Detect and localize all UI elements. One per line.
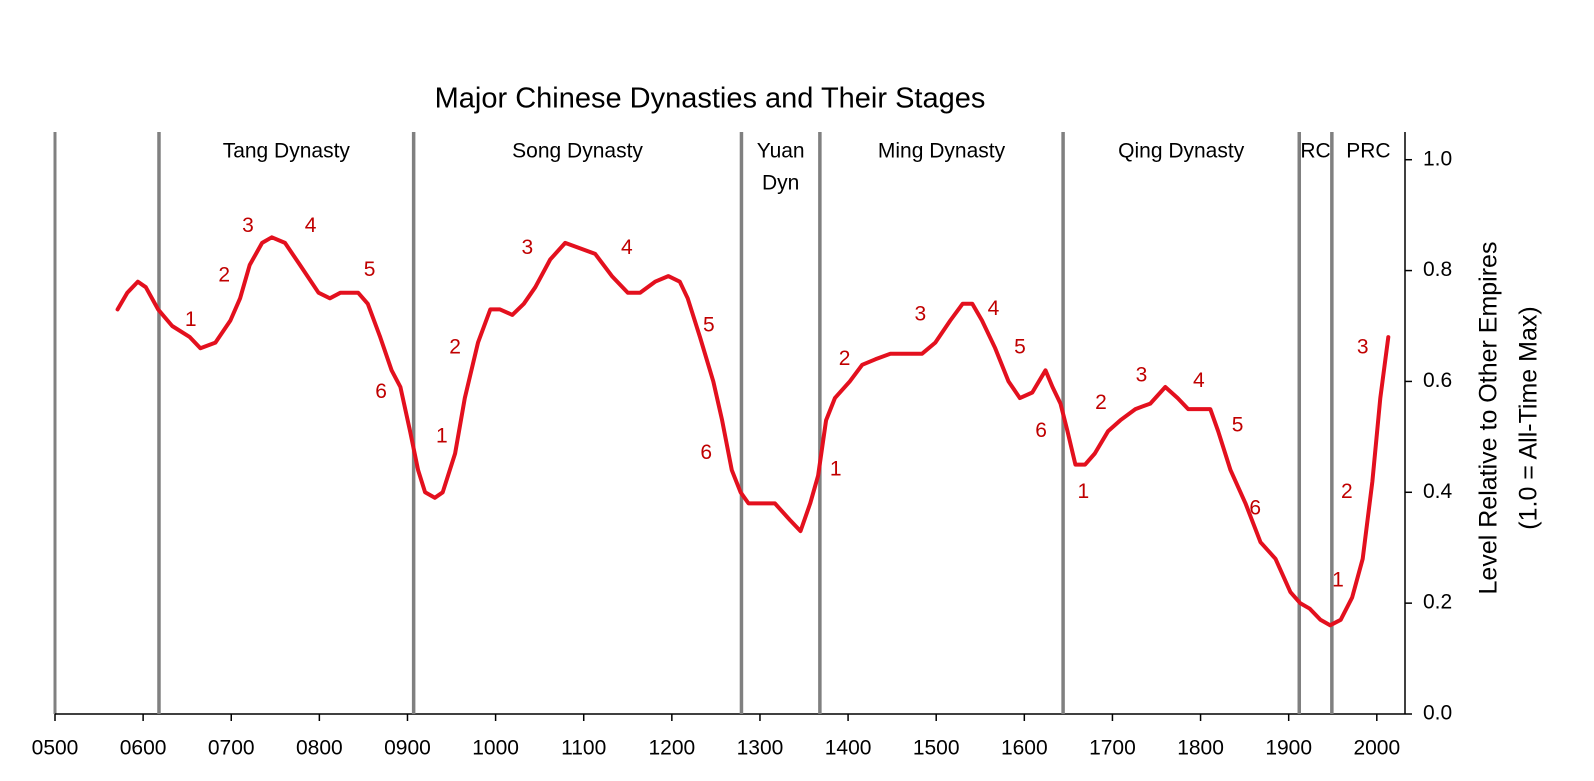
stage-label: 3 [914,302,926,325]
y-axis-label: Level Relative to Other Empires [1475,242,1503,595]
stage-label: 2 [1095,391,1107,414]
x-tick-label: 1700 [1089,737,1136,760]
y-axis-label: (1.0 = All-Time Max) [1515,306,1543,529]
x-tick-label: 0500 [32,737,79,760]
stage-label: 1 [436,424,448,447]
y-tick-label: 0.6 [1423,369,1452,392]
x-tick-label: 0600 [120,737,167,760]
stage-label: 3 [1136,363,1148,386]
x-tick-label: 1100 [561,737,606,760]
dynasty-label: Qing Dynasty [1118,140,1245,163]
dynasty-label: Ming Dynasty [878,140,1006,163]
dynasty-label: Yuan [757,140,805,163]
x-tick-label: 1300 [737,737,784,760]
y-tick-label: 0.8 [1423,258,1452,281]
x-tick-label: 1200 [648,737,695,760]
x-tick-label: 0800 [296,737,343,760]
stage-label: 2 [218,264,230,287]
stage-label: 1 [185,308,197,331]
stage-label: 6 [700,441,712,464]
y-tick-label: 0.4 [1423,480,1453,503]
y-tick-label: 1.0 [1423,147,1452,170]
stage-label: 3 [521,236,533,259]
dynasty-label: Song Dynasty [512,140,643,163]
dynasty-label: Tang Dynasty [223,140,351,163]
stage-label: 1 [1332,569,1344,592]
x-tick-label: 1400 [825,737,872,760]
stage-label: 4 [305,214,317,237]
stage-label: 3 [242,214,254,237]
x-tick-label: 1600 [1001,737,1048,760]
stage-label: 2 [1341,480,1353,503]
x-tick-label: 1500 [913,737,960,760]
stage-label: 3 [1357,336,1369,359]
stage-label: 5 [364,258,376,281]
data-line [115,235,1391,628]
stage-label: 5 [703,314,715,337]
stage-label: 4 [621,236,633,259]
x-tick-label: 2000 [1353,737,1400,760]
stage-label: 1 [1078,480,1090,503]
chart-title: Major Chinese Dynasties and Their Stages [435,83,986,115]
stage-label: 6 [1249,496,1261,519]
x-tick-label: 1000 [472,737,519,760]
x-tick-label: 0900 [384,737,431,760]
x-tick-label: 1900 [1265,737,1312,760]
stage-label: 2 [449,336,461,359]
dynasty-label: Dyn [762,172,799,195]
stage-label: 1 [830,458,842,481]
stage-label: 6 [375,380,387,403]
stage-label: 4 [988,297,1000,320]
x-tick-label: 1800 [1177,737,1224,760]
stage-label: 2 [839,347,851,370]
stage-label: 4 [1193,369,1205,392]
y-tick-label: 0.2 [1423,591,1452,614]
stage-label: 6 [1035,419,1047,442]
dynasty-label: RC [1300,140,1330,163]
x-tick-label: 0700 [208,737,255,760]
y-tick-label: 0.0 [1423,702,1452,725]
stage-label: 5 [1014,336,1026,359]
stage-label: 5 [1232,413,1244,436]
dynasty-label: PRC [1346,140,1390,163]
